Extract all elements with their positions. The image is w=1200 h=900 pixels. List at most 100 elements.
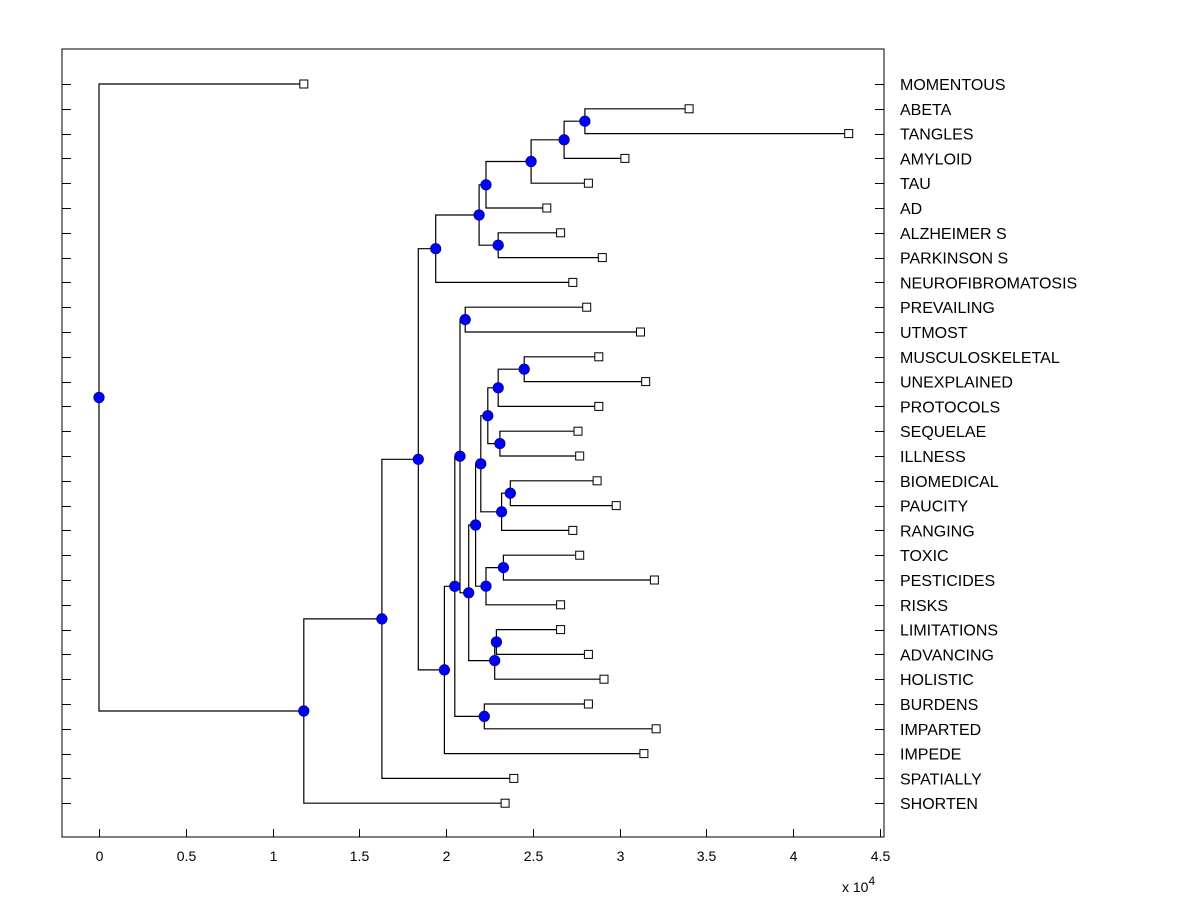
leaf-node-marker — [599, 674, 609, 684]
leaf-node-marker — [583, 649, 593, 659]
dendrogram-link — [478, 215, 499, 246]
leaf-node-marker — [636, 327, 645, 337]
leaf-node-marker — [575, 550, 585, 560]
x-tick-label: 4.5 — [871, 848, 891, 864]
dendrogram-link — [381, 458, 419, 619]
dendrogram-link — [494, 660, 604, 680]
leaf-node-marker — [641, 377, 651, 387]
internal-node-marker — [298, 705, 310, 717]
internal-node-marker — [463, 587, 475, 599]
x-axis-multiplier-base: x 10 — [842, 879, 869, 895]
leaf-node-marker — [556, 228, 566, 238]
internal-node-marker — [518, 363, 530, 375]
leaf-label: UNEXPLAINED — [900, 375, 1013, 392]
leaf-label: SEQUELAE — [900, 424, 986, 441]
internal-node-marker — [482, 410, 494, 422]
leaf-label: RISKS — [900, 598, 948, 615]
internal-node-marker — [473, 209, 485, 221]
leaf-label: MOMENTOUS — [900, 77, 1005, 94]
leaf-label: PARKINSON S — [900, 251, 1008, 268]
x-tick-label: 1.5 — [350, 848, 370, 864]
dendrogram-link — [563, 120, 585, 140]
leaf-node-marker — [620, 153, 630, 163]
internal-node-marker — [454, 450, 466, 462]
leaf-node-marker — [568, 525, 578, 535]
internal-node-marker — [412, 453, 424, 465]
internal-node-marker — [430, 243, 442, 255]
internal-node-marker — [449, 580, 461, 592]
dendrogram-link — [485, 160, 532, 185]
leaf-label: UTMOST — [900, 325, 968, 342]
internal-node-marker — [480, 179, 492, 191]
internal-node-marker — [376, 613, 388, 625]
leaf-label: AD — [900, 201, 922, 218]
leaf-node-marker — [575, 451, 585, 461]
x-tick-label: 4 — [790, 848, 798, 864]
dendrogram-link — [530, 139, 565, 162]
leaf-node-marker — [684, 104, 694, 114]
dendrogram-link — [417, 459, 445, 671]
plot-area — [61, 48, 885, 838]
leaf-node-marker — [651, 724, 661, 734]
x-tick-label: 0 — [96, 848, 104, 864]
leaf-label: ABETA — [900, 102, 952, 119]
x-axis-ticks: 0 0.5 1 1.5 2 2.5 3 3.5 4 4.5 — [96, 829, 891, 864]
dendrogram-link — [454, 586, 485, 717]
leaf-node-marker — [594, 401, 604, 411]
leaf-label: SPATIALLY — [900, 771, 982, 788]
internal-node-marker — [93, 391, 105, 404]
dendrogram-nodes — [93, 79, 854, 808]
leaf-label: RANGING — [900, 523, 975, 540]
leaf-label: IMPARTED — [900, 722, 981, 739]
leaf-node-marker — [573, 426, 583, 436]
leaf-node-marker — [844, 129, 854, 139]
x-axis-multiplier-exponent: 4 — [868, 874, 875, 888]
y-axis-ticks — [62, 84, 884, 804]
internal-node-marker — [475, 458, 487, 470]
leaf-node-marker — [583, 178, 593, 188]
dendrogram-link — [435, 248, 573, 283]
internal-node-marker — [480, 580, 492, 592]
dendrogram-link — [485, 586, 561, 606]
leaf-node-marker — [509, 773, 519, 783]
dendrogram-link — [98, 83, 304, 398]
dendrogram-link — [98, 397, 304, 712]
internal-node-marker — [459, 313, 471, 326]
x-tick-label: 0.5 — [177, 848, 197, 864]
leaf-label: IMPEDE — [900, 747, 961, 764]
internal-node-marker — [525, 155, 537, 168]
internal-node-marker — [490, 636, 502, 648]
leaf-label: NEUROFIBROMATOSIS — [900, 275, 1077, 292]
x-tick-label: 1 — [270, 848, 278, 864]
internal-node-marker — [504, 487, 516, 499]
leaf-label: SHORTEN — [900, 796, 978, 813]
leaf-label: LIMITATIONS — [900, 623, 998, 640]
dendrogram-links — [98, 83, 849, 804]
dendrogram-link — [303, 618, 382, 711]
dendrogram-link — [497, 387, 599, 407]
leaf-label: AMYLOID — [900, 151, 972, 168]
leaf-node-marker — [592, 476, 602, 486]
leaf-node-marker — [542, 203, 552, 213]
leaf-node-marker — [597, 253, 607, 263]
dendrogram-link — [443, 669, 644, 755]
leaf-node-marker — [556, 600, 566, 610]
leaf-label: PAUCITY — [900, 499, 968, 516]
leaf-label: PROTOCOLS — [900, 399, 1000, 416]
dendrogram-link — [435, 214, 480, 249]
leaf-label: ADVANCING — [900, 647, 994, 664]
dendrogram-link — [468, 592, 495, 662]
internal-node-marker — [558, 134, 570, 146]
internal-node-marker — [495, 506, 508, 518]
leaf-node-marker — [611, 501, 621, 511]
leaf-labels: MOMENTOUS ABETA TANGLES AMYLOID TAU AD ALZHEIM… — [900, 77, 1077, 813]
dendrogram-link — [501, 511, 573, 531]
leaf-node-marker — [583, 699, 593, 709]
internal-node-marker — [492, 239, 504, 251]
internal-node-marker — [469, 519, 482, 531]
dendrogram-link — [497, 368, 525, 388]
leaf-label: BIOMEDICAL — [900, 474, 999, 491]
internal-node-marker — [438, 664, 450, 676]
leaf-label: MUSCULOSKELETAL — [900, 350, 1060, 367]
